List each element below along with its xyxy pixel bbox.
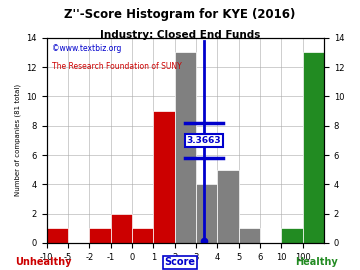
- Bar: [47, 228, 68, 243]
- Text: Healthy: Healthy: [296, 257, 338, 267]
- Text: Industry: Closed End Funds: Industry: Closed End Funds: [100, 30, 260, 40]
- Bar: [89, 228, 111, 243]
- Text: Z''-Score Histogram for KYE (2016): Z''-Score Histogram for KYE (2016): [64, 8, 296, 21]
- Bar: [303, 52, 324, 243]
- Bar: [175, 52, 196, 243]
- Bar: [282, 228, 303, 243]
- Bar: [132, 228, 153, 243]
- Y-axis label: Number of companies (81 total): Number of companies (81 total): [14, 84, 21, 197]
- Bar: [196, 184, 217, 243]
- Bar: [217, 170, 239, 243]
- Text: The Research Foundation of SUNY: The Research Foundation of SUNY: [52, 62, 182, 72]
- Text: Unhealthy: Unhealthy: [15, 257, 71, 267]
- Bar: [153, 111, 175, 243]
- Text: Score: Score: [165, 257, 195, 267]
- Bar: [239, 228, 260, 243]
- Text: ©www.textbiz.org: ©www.textbiz.org: [52, 44, 122, 53]
- Bar: [111, 214, 132, 243]
- Text: 3.3663: 3.3663: [186, 136, 221, 145]
